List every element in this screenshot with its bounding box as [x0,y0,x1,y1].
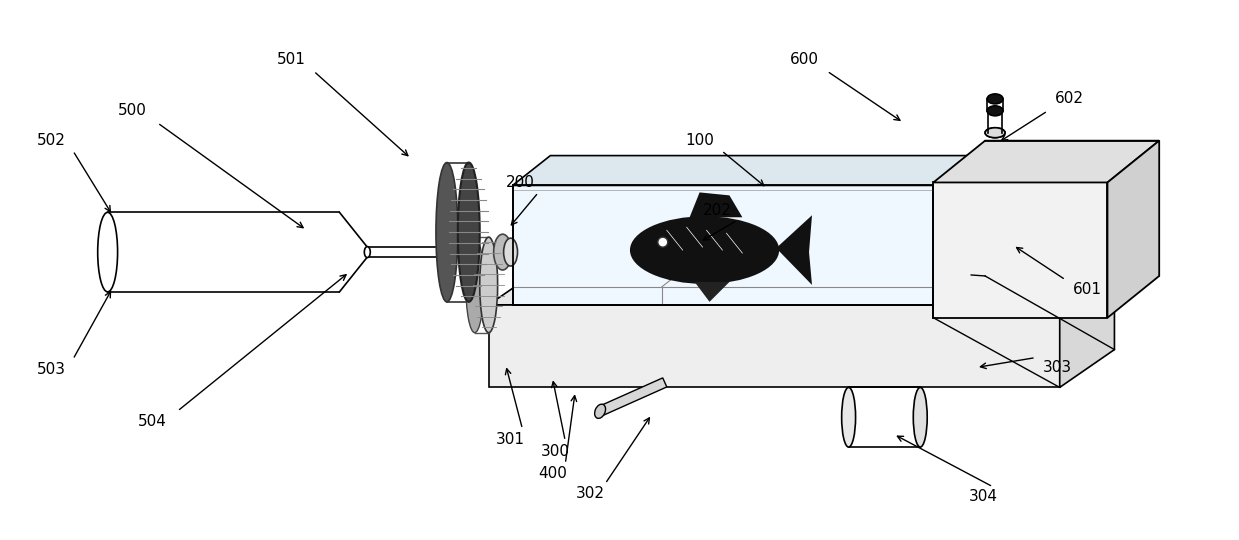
Polygon shape [513,156,971,185]
Ellipse shape [479,237,498,333]
Text: 500: 500 [118,103,147,118]
Ellipse shape [595,404,606,418]
Polygon shape [655,231,737,248]
Ellipse shape [98,212,118,292]
Text: 400: 400 [538,467,566,482]
Ellipse shape [493,234,512,270]
Text: 100: 100 [685,133,714,148]
Polygon shape [933,140,1160,183]
Ellipse shape [458,163,479,302]
Ellipse shape [985,128,1005,138]
Ellipse shape [987,94,1004,104]
Bar [933,183,1108,318]
Bar [655,248,712,268]
Polygon shape [1108,140,1160,318]
Ellipse shape [461,247,466,257]
Text: 504: 504 [138,414,167,429]
Text: 200: 200 [506,175,535,190]
Text: 600: 600 [789,52,819,66]
Ellipse shape [913,387,927,447]
Polygon shape [598,378,667,416]
Polygon shape [695,282,730,302]
Bar [513,185,933,305]
Text: 302: 302 [576,487,605,501]
Text: 602: 602 [1056,91,1084,106]
Ellipse shape [466,237,483,333]
Text: 202: 202 [703,203,732,218]
Bar [488,305,1059,387]
Ellipse shape [436,163,458,302]
Ellipse shape [629,217,779,284]
Text: 601: 601 [1073,282,1101,298]
Text: 303: 303 [1043,360,1072,375]
Text: 300: 300 [541,443,570,458]
Ellipse shape [987,106,1004,116]
Polygon shape [513,185,933,305]
Ellipse shape [503,238,518,266]
Polygon shape [1059,267,1114,387]
Ellipse shape [364,247,370,258]
Polygon shape [933,156,971,305]
Ellipse shape [841,387,856,447]
Text: 301: 301 [496,431,525,447]
Text: 502: 502 [36,133,66,148]
Ellipse shape [985,128,1005,138]
Text: 304: 304 [969,489,997,504]
Polygon shape [690,192,742,217]
Polygon shape [488,267,1114,305]
Text: 501: 501 [278,52,306,66]
Ellipse shape [658,237,668,247]
Polygon shape [776,215,812,285]
Text: 503: 503 [36,362,66,377]
